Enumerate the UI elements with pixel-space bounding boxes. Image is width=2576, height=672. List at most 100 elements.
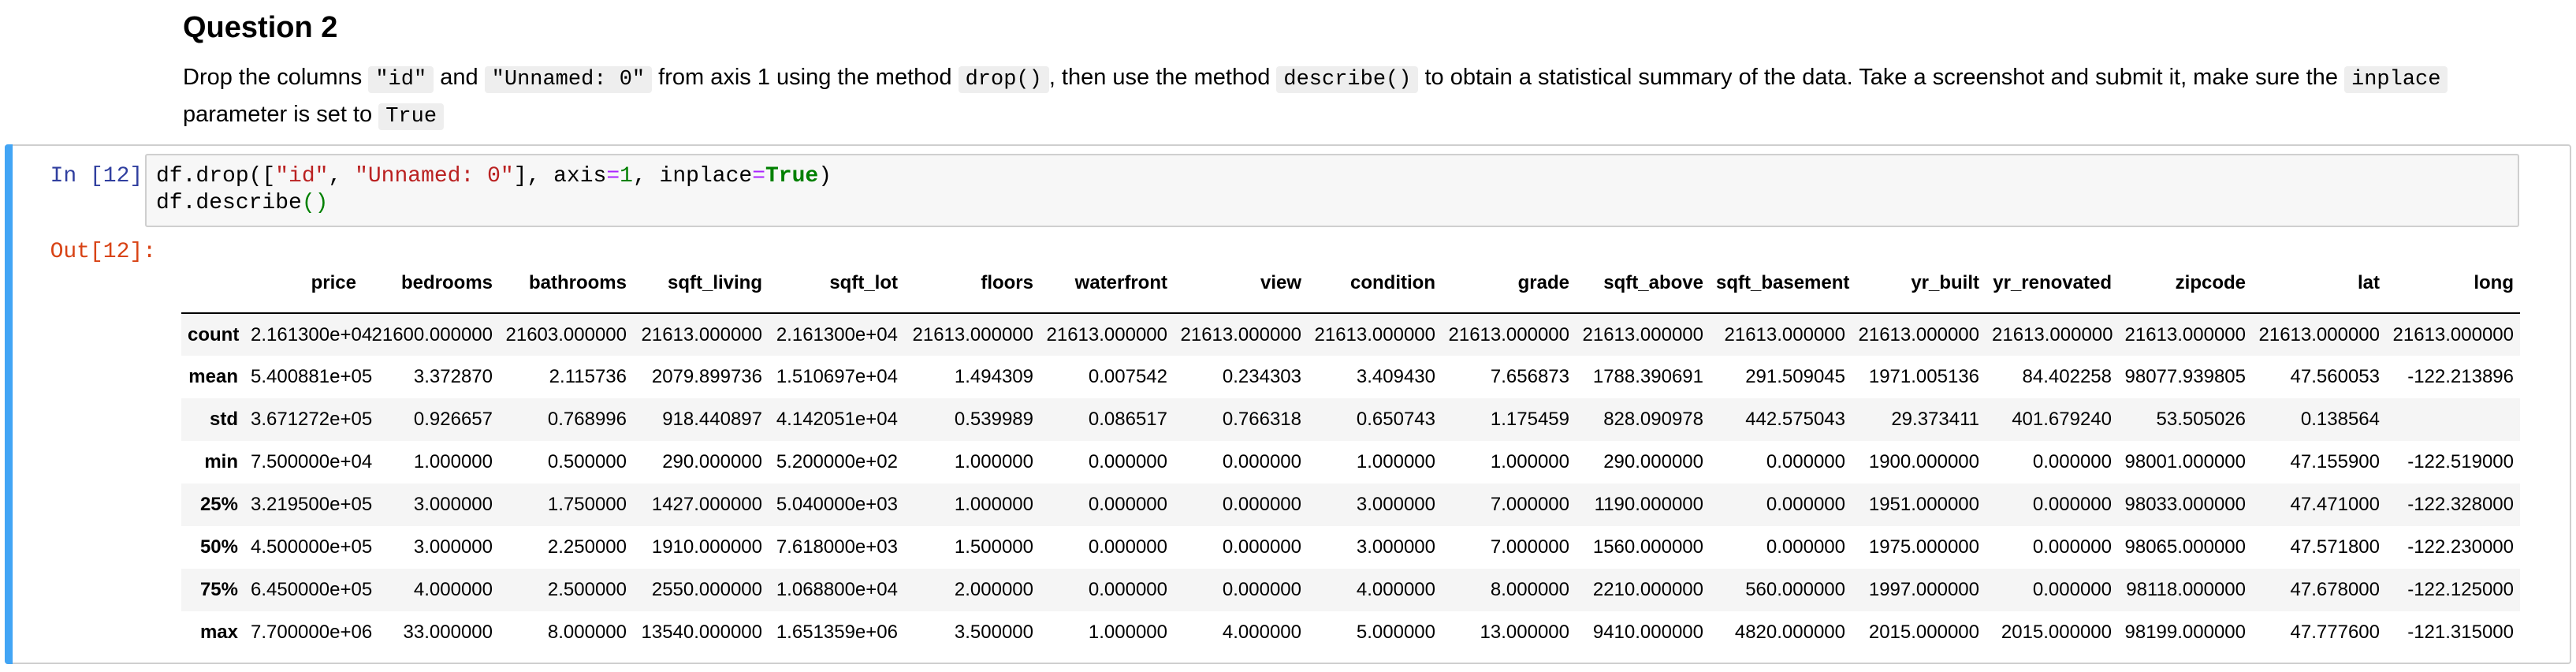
output-area[interactable]: price bedrooms bathrooms sqft_living sqft_lo…	[181, 253, 2571, 657]
table-cell: 2.000000	[954, 579, 1033, 600]
table-cell: 1.000000	[1356, 451, 1435, 472]
table-row: 25% 3.219500e+05 3.000000 1.750000 1427.0000…	[181, 483, 2520, 526]
table-cell: 0.000000	[2032, 536, 2112, 558]
table-cell: 0.000000	[2032, 579, 2112, 600]
table-cell: 5.400881e+05	[251, 366, 373, 387]
table-cell: 4820.000000	[1734, 622, 1845, 643]
table-cell: 0.766318	[1222, 409, 1301, 430]
table-row: min 7.500000e+04 1.000000 0.500000 290.00000…	[181, 441, 2520, 483]
table-cell: 3.219500e+05	[251, 494, 373, 515]
text-then: , then use the method	[1048, 65, 1271, 90]
column-header-price: price	[244, 253, 363, 314]
table-cell: 47.571800	[2290, 536, 2380, 558]
table-cell: 1997.000000	[1868, 579, 1979, 600]
table-cell: 6.450000e+05	[251, 579, 373, 600]
table-cell: 0.500000	[547, 451, 627, 472]
table-cell: 2.250000	[547, 536, 627, 558]
table-cell: 9410.000000	[1592, 622, 1703, 643]
table-cell: 13540.000000	[641, 622, 763, 643]
table-cell: 0.000000	[1766, 494, 1845, 515]
table-cell: 7.656873	[1490, 366, 1569, 387]
table-cell: 0.086517	[1088, 409, 1167, 430]
table-cell: 21613.000000	[2392, 323, 2515, 345]
column-header-grade: grade	[1442, 253, 1576, 314]
table-cell: 21613.000000	[1180, 323, 1302, 345]
table-cell: 84.402258	[2022, 366, 2112, 387]
table-cell: 4.000000	[413, 579, 493, 600]
row-label: max	[199, 622, 238, 643]
table-cell: 13.000000	[1480, 622, 1569, 643]
table-cell: 2.115736	[549, 366, 627, 387]
table-cell: 0.234303	[1222, 366, 1301, 387]
table-cell: 98199.000000	[2124, 622, 2247, 643]
table-cell: 1.494309	[954, 366, 1033, 387]
row-label: 50%	[199, 536, 238, 558]
table-cell: 0.007542	[1088, 366, 1167, 387]
table-cell: 1.750000	[547, 494, 627, 515]
code-unnamed: "Unnamed: 0"	[484, 66, 653, 93]
table-cell: 290.000000	[662, 451, 762, 472]
table-cell: 4.000000	[1222, 622, 1301, 643]
question-text: Drop the columns "id" and "Unnamed: 0" f…	[183, 60, 2556, 134]
table-cell: 3.000000	[413, 536, 493, 558]
table-cell: 21613.000000	[912, 323, 1034, 345]
table-cell: -122.213896	[2407, 366, 2514, 387]
table-cell: 21613.000000	[2124, 323, 2247, 345]
table-cell: 1.000000	[954, 451, 1033, 472]
table-cell: 98077.939805	[2124, 366, 2247, 387]
table-cell: 0.650743	[1356, 409, 1435, 430]
table-cell: 98001.000000	[2124, 451, 2247, 472]
table-cell: 0.000000	[2032, 494, 2112, 515]
code-inplace: inplace	[2344, 66, 2448, 93]
table-cell: 7.000000	[1490, 494, 1569, 515]
table-cell: 1.500000	[954, 536, 1033, 558]
table-cell: 1560.000000	[1592, 536, 1703, 558]
index-header	[181, 253, 244, 314]
table-cell: 3.000000	[413, 494, 493, 515]
table-cell: 0.000000	[1088, 579, 1167, 600]
table-row: std 3.671272e+05 0.926657 0.768996 918.44089…	[181, 398, 2520, 441]
table-row: count 2.161300e+04 21600.000000 21603.00000…	[181, 313, 2520, 356]
text-drop: Drop the columns	[183, 65, 363, 90]
table-cell: 3.671272e+05	[251, 409, 373, 430]
code-cell[interactable]: In [12]: df.drop(["id", "Unnamed: 0"], a…	[5, 144, 2571, 664]
text-obtain: to obtain a statistical summary of the d…	[1424, 65, 2338, 90]
table-cell: 21613.000000	[2258, 323, 2381, 345]
table-cell: 53.505026	[2156, 409, 2246, 430]
table-cell: 2.161300e+04	[776, 323, 898, 345]
column-header-sqft-living: sqft_living	[633, 253, 769, 314]
table-cell: 1971.005136	[1868, 366, 1979, 387]
table-cell: 442.575043	[1745, 409, 1845, 430]
table-cell: 0.000000	[1088, 451, 1167, 472]
table-cell: 1910.000000	[651, 536, 762, 558]
table-cell: 1951.000000	[1868, 494, 1979, 515]
header-row: price bedrooms bathrooms sqft_living sqft_lo…	[181, 253, 2520, 314]
table-cell: 0.768996	[547, 409, 627, 430]
table-cell: 1.000000	[413, 451, 493, 472]
column-header-waterfront: waterfront	[1040, 253, 1174, 314]
code-true: True	[378, 103, 445, 130]
table-cell: 1.510697e+04	[776, 366, 898, 387]
table-cell: 21613.000000	[1582, 323, 1704, 345]
table-cell: 21613.000000	[1724, 323, 1846, 345]
row-label: mean	[188, 366, 238, 387]
table-cell: 5.040000e+03	[776, 494, 898, 515]
column-header-yr-renovated: yr_renovated	[1986, 253, 2118, 314]
table-cell: 1.000000	[1088, 622, 1167, 643]
table-cell: 5.200000e+02	[776, 451, 898, 472]
table-cell: 1900.000000	[1868, 451, 1979, 472]
table-cell: 98033.000000	[2124, 494, 2247, 515]
table-cell: -122.125000	[2407, 579, 2514, 600]
table-cell: 2015.000000	[1868, 622, 1979, 643]
table-cell: 0.000000	[1222, 494, 1301, 515]
table-cell: 98065.000000	[2124, 536, 2247, 558]
table-cell: 4.142051e+04	[776, 409, 898, 430]
row-label: 25%	[199, 494, 238, 515]
column-header-sqft-basement: sqft_basement	[1710, 253, 1852, 314]
table-cell: 1788.390691	[1592, 366, 1703, 387]
column-header-view: view	[1174, 253, 1308, 314]
code-editor[interactable]: df.drop(["id", "Unnamed: 0"], axis=1, in…	[145, 154, 2519, 227]
table-cell: 21613.000000	[641, 323, 763, 345]
table-cell: 2079.899736	[651, 366, 762, 387]
table-cell: 1.000000	[1490, 451, 1569, 472]
